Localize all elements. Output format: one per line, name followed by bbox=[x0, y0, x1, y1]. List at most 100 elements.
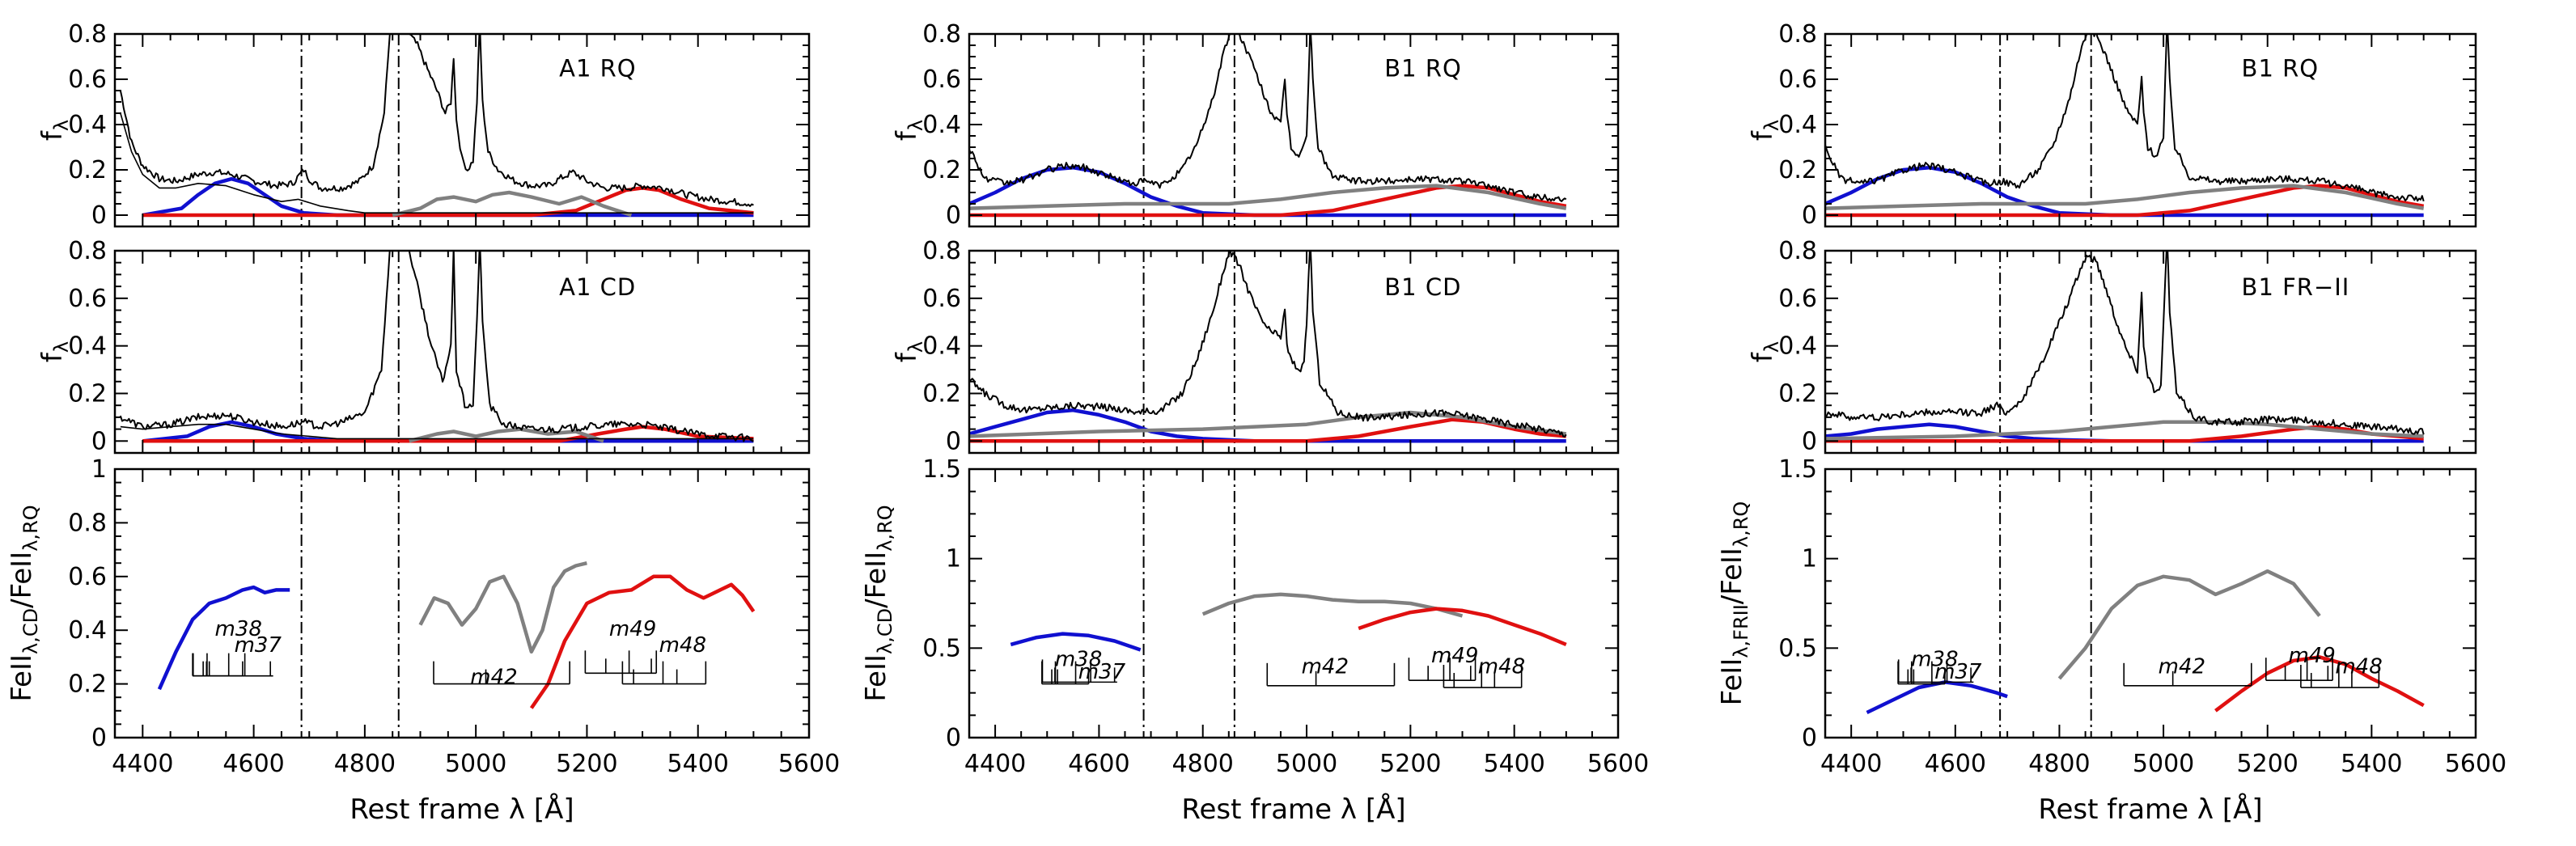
ylabel-sub2: λ,RQ bbox=[874, 505, 896, 551]
x-tick-label: 5000 bbox=[2133, 750, 2194, 778]
y-tick-label: 0.5 bbox=[922, 634, 961, 662]
x-tick-label: 5600 bbox=[2445, 750, 2506, 778]
x-tick-label: 5000 bbox=[445, 750, 506, 778]
y-tick-label: 1 bbox=[1802, 545, 1817, 573]
plot-area bbox=[969, 34, 1567, 226]
multiplet-label: m49 bbox=[1431, 644, 1478, 668]
panel-label: B1 CD bbox=[1384, 273, 1461, 301]
panel-label: B1 RQ bbox=[2242, 54, 2320, 82]
x-axis-label: Rest frame λ [Å] bbox=[1181, 793, 1405, 826]
plot-area bbox=[1010, 469, 1567, 738]
x-tick-label: 4600 bbox=[1068, 750, 1129, 778]
series-black-observed bbox=[119, 34, 754, 207]
y-tick-label: 0.4 bbox=[68, 332, 107, 361]
multiplet-m42: m42 bbox=[433, 661, 570, 690]
y-tick-label: 0.6 bbox=[68, 66, 107, 94]
ylabel-main: f bbox=[1747, 352, 1779, 362]
multiplet-m49: m49 bbox=[1408, 644, 1478, 681]
x-tick-label: 5000 bbox=[1276, 750, 1337, 778]
ylabel-main: f bbox=[891, 352, 923, 362]
y-axis-label: fλ bbox=[1747, 120, 1783, 141]
ylabel-mid: /FeII bbox=[6, 552, 38, 608]
series-red-model bbox=[969, 417, 1567, 443]
y-tick-label: 0.4 bbox=[1778, 111, 1817, 139]
series-red-model bbox=[1358, 607, 1567, 646]
y-axis-label: FeIIλ,CD/FeIIλ,RQ bbox=[6, 505, 42, 701]
axes-frame bbox=[968, 32, 1620, 228]
panel-label: A1 RQ bbox=[559, 54, 636, 82]
series-black-model bbox=[120, 423, 754, 440]
y-axis-label: fλ bbox=[891, 341, 927, 362]
series-black-model bbox=[120, 112, 754, 214]
panel-0-1: 0 0.2 0.4 0.6 0.8 A1 CD fλ bbox=[36, 237, 811, 455]
y-tick-label: 0.6 bbox=[1778, 66, 1817, 94]
multiplet-label: m42 bbox=[470, 666, 517, 690]
ylabel-sub: λ bbox=[905, 120, 927, 131]
ylabel-sub2: λ,RQ bbox=[1730, 501, 1752, 548]
x-tick-label: 5200 bbox=[2237, 750, 2298, 778]
series-gray-model bbox=[2057, 569, 2321, 680]
y-tick-label: 1.5 bbox=[1778, 455, 1817, 484]
y-tick-label: 0.4 bbox=[68, 111, 107, 139]
series-gray-model bbox=[392, 190, 633, 218]
multiplet-label: m48 bbox=[659, 633, 706, 658]
y-tick-label: 0.2 bbox=[68, 156, 107, 184]
multiplet-label: m42 bbox=[1302, 654, 1349, 679]
y-tick-label: 0.4 bbox=[68, 616, 107, 645]
y-tick-label: 0.8 bbox=[68, 20, 107, 49]
axes-frame bbox=[113, 32, 811, 228]
y-tick-label: 0.8 bbox=[922, 20, 961, 49]
y-axis-label: fλ bbox=[1747, 341, 1783, 362]
axes-frame bbox=[968, 249, 1620, 455]
series-red-model bbox=[142, 186, 754, 218]
multiplet-label: m37 bbox=[1934, 660, 1982, 684]
series-blue-model bbox=[969, 408, 1566, 443]
series-gray-model bbox=[1201, 592, 1464, 618]
y-tick-label: 0.4 bbox=[922, 111, 961, 139]
axes-frame bbox=[113, 467, 811, 739]
x-tick-label: 4400 bbox=[1820, 750, 1882, 778]
y-tick-label: 1 bbox=[91, 455, 107, 484]
plot-area bbox=[1825, 34, 2425, 226]
multiplet-m48: m48 bbox=[621, 633, 707, 685]
x-tick-label: 5400 bbox=[667, 750, 729, 778]
y-tick-label: 0 bbox=[1802, 724, 1817, 752]
series-blue-model bbox=[1010, 632, 1142, 652]
multiplet-m49: m49 bbox=[584, 617, 658, 675]
series-black-observed bbox=[1825, 251, 2425, 435]
series-gray-model bbox=[409, 427, 604, 443]
y-tick-label: 0.2 bbox=[1778, 156, 1817, 184]
x-tick-label: 5600 bbox=[778, 750, 840, 778]
ylabel-mid: /FeII bbox=[860, 552, 892, 608]
y-axis-label: FeIIλ,FRII/FeIIλ,RQ bbox=[1716, 501, 1752, 706]
ylabel-sub1: λ,FRII bbox=[1730, 604, 1752, 658]
y-axis-label: fλ bbox=[36, 120, 73, 141]
x-tick-label: 5600 bbox=[1587, 750, 1649, 778]
panel-2-1: 0 0.2 0.4 0.6 0.8 B1 FR−II fλ bbox=[1747, 237, 2477, 455]
y-tick-label: 0.2 bbox=[1778, 379, 1817, 408]
ylabel-sub1: λ,CD bbox=[874, 608, 896, 654]
series-black-observed bbox=[119, 251, 754, 442]
x-tick-label: 4600 bbox=[1925, 750, 1986, 778]
multiplet-label: m49 bbox=[609, 617, 656, 641]
x-tick-label: 4800 bbox=[334, 750, 396, 778]
multiplet-label: m37 bbox=[235, 633, 282, 658]
y-tick-label: 0.8 bbox=[68, 237, 107, 265]
ylabel-mid: /FeII bbox=[1716, 548, 1748, 604]
x-tick-label: 4800 bbox=[2028, 750, 2090, 778]
ylabel-main: f bbox=[36, 130, 69, 141]
y-tick-label: 0.4 bbox=[922, 332, 961, 361]
y-tick-label: 0.2 bbox=[922, 156, 961, 184]
multiplet-label: m37 bbox=[1078, 660, 1126, 684]
series-black-observed bbox=[969, 251, 1567, 438]
x-tick-label: 4800 bbox=[1172, 750, 1234, 778]
plot-area bbox=[1866, 469, 2425, 738]
y-tick-label: 0.6 bbox=[68, 285, 107, 313]
plot-area bbox=[119, 34, 754, 226]
y-tick-label: 0.6 bbox=[1778, 285, 1817, 313]
y-tick-label: 0.8 bbox=[1778, 20, 1817, 49]
axes-frame bbox=[1824, 32, 2477, 228]
